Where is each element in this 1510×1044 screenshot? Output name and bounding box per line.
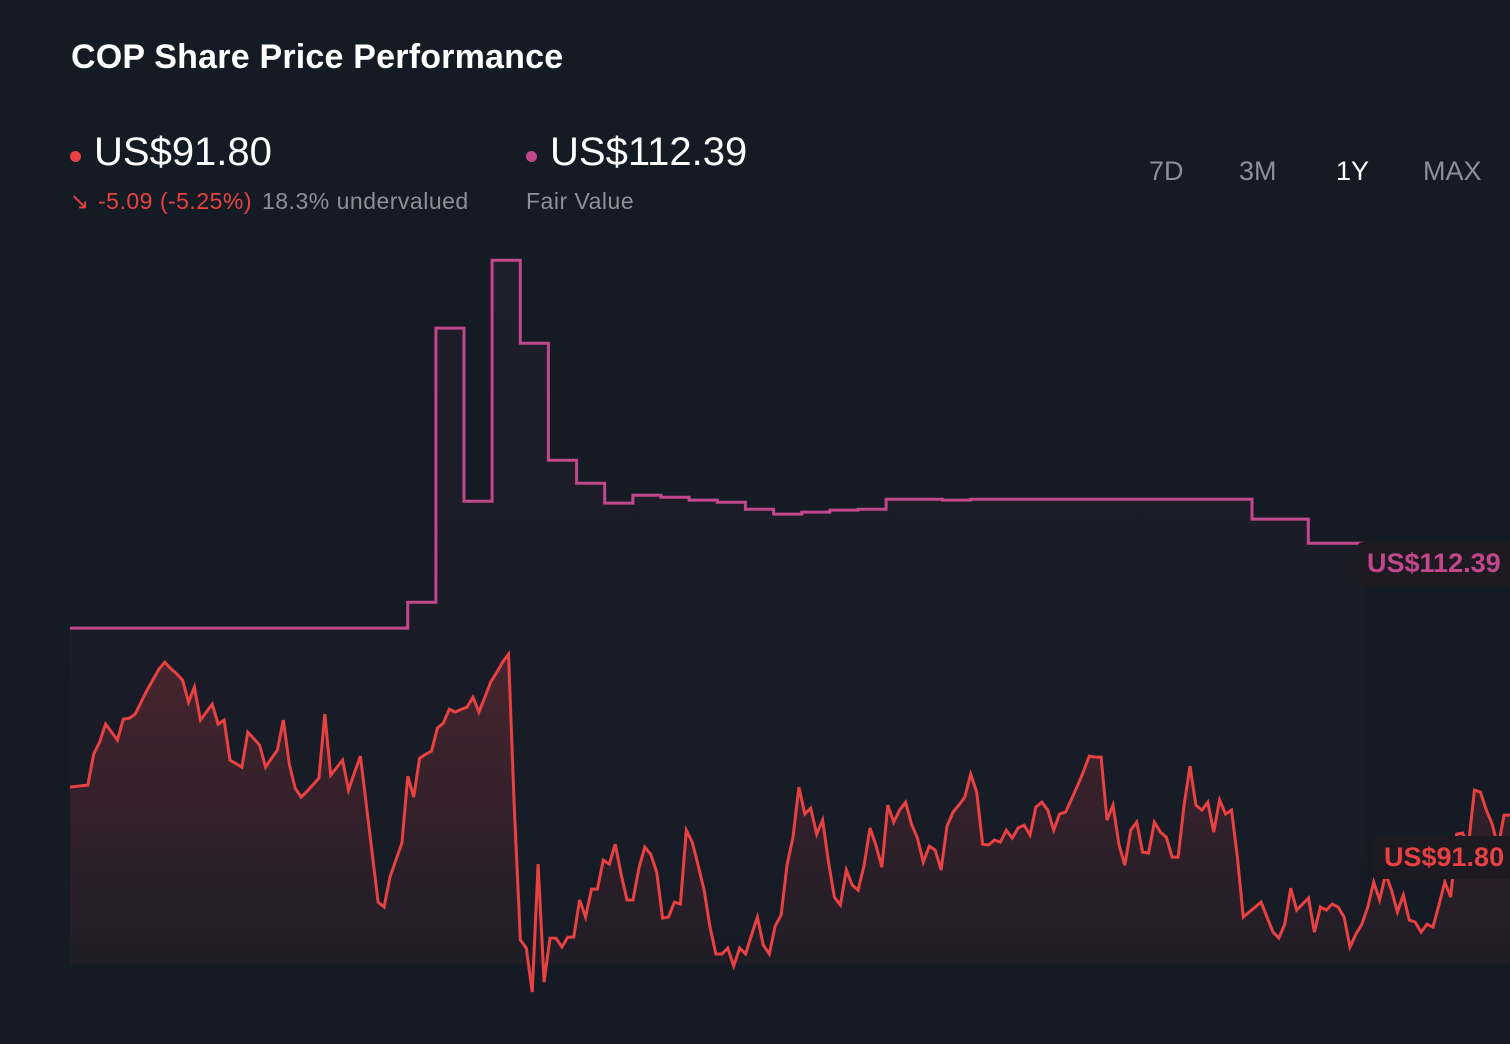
timeframe-7d[interactable]: 7D <box>1149 156 1184 186</box>
share-price-line <box>69 649 1510 993</box>
fair-value-line <box>70 258 1365 630</box>
chart-title: COP Share Price Performance <box>71 38 564 76</box>
fair-value: US$112.39 <box>550 130 748 174</box>
price-dot-icon <box>70 151 81 162</box>
fair-value-end-label: US$112.39 <box>1357 542 1510 586</box>
price-change: -5.09 (-5.25%) <box>98 188 253 214</box>
timeframe-3m[interactable]: 3M <box>1239 156 1277 186</box>
current-price: US$91.80 <box>94 130 272 174</box>
fair-value-dot-icon <box>526 151 537 162</box>
valuation-status: 18.3% undervalued <box>262 188 469 214</box>
share-price-area <box>70 654 1510 993</box>
timeframe-1y[interactable]: 1Y <box>1336 156 1370 186</box>
arrow-down-right-icon: ↘ <box>70 188 90 214</box>
price-end-label: US$91.80 <box>1374 836 1510 879</box>
fair-value-label: Fair Value <box>526 188 635 214</box>
timeframe-max[interactable]: MAX <box>1423 156 1482 186</box>
fair-value-area <box>70 260 1365 965</box>
